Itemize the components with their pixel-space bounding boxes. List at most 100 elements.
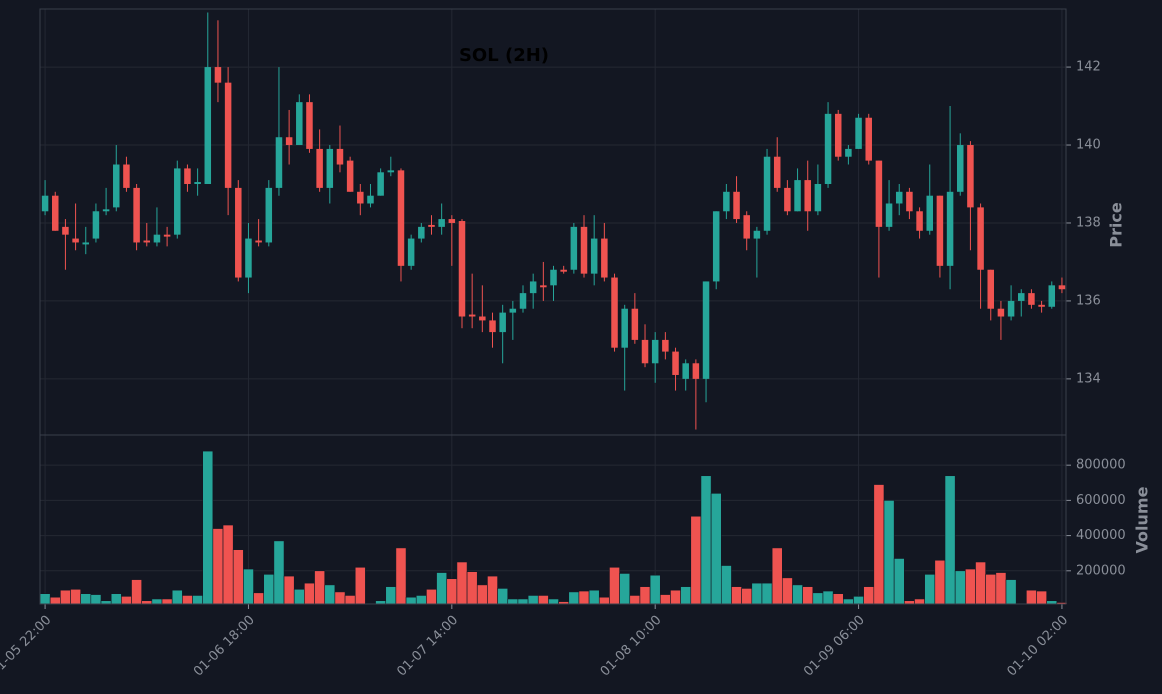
- volume-bar: [659, 594, 671, 605]
- volume-bar: [1026, 589, 1037, 605]
- y-axis-label: Price: [1107, 202, 1126, 248]
- candle-body: [1038, 304, 1045, 307]
- candle-body: [601, 238, 608, 278]
- y-tick-label: 134: [1076, 371, 1101, 386]
- volume-bar: [90, 594, 102, 605]
- volume-bar: [883, 500, 895, 605]
- candle-body: [936, 195, 944, 266]
- candle-body: [875, 160, 883, 227]
- candle-body: [1028, 293, 1035, 305]
- candle-body: [926, 195, 933, 231]
- candle-body: [123, 164, 130, 188]
- candle-body: [885, 203, 893, 227]
- volume-bar: [588, 589, 600, 605]
- candle-body: [723, 191, 730, 212]
- volume-bar: [731, 586, 742, 605]
- volume-bar: [761, 582, 773, 605]
- volume-bar: [670, 589, 681, 605]
- volume-bar: [822, 590, 834, 605]
- volume-bar: [304, 582, 315, 605]
- candle-body: [316, 148, 323, 188]
- volume-bar: [283, 575, 295, 605]
- y-tick-label: 138: [1076, 215, 1101, 230]
- candle-body: [62, 226, 69, 235]
- volume-bar: [293, 588, 305, 605]
- volume-bar: [182, 595, 193, 605]
- candle-body: [570, 226, 578, 270]
- candle-body: [824, 113, 832, 184]
- y-tick-label: 140: [1076, 138, 1101, 153]
- volume-tick-label: 800000: [1076, 458, 1126, 473]
- volume-bar: [121, 596, 132, 605]
- candle-body: [987, 269, 995, 309]
- volume-bar: [415, 595, 427, 605]
- volume-bar: [487, 575, 498, 605]
- volume-bar: [273, 540, 285, 605]
- volume-bar: [243, 568, 254, 605]
- volume-bar: [751, 582, 763, 605]
- volume-bar: [720, 565, 732, 605]
- candle-body: [397, 170, 405, 266]
- volume-bar: [965, 568, 976, 605]
- volume-bar: [598, 596, 610, 605]
- candle-body: [611, 277, 618, 348]
- volume-bar: [60, 589, 71, 605]
- volume-tick-label: 400000: [1076, 528, 1126, 543]
- candle-body: [204, 67, 212, 184]
- y-tick-label: 142: [1076, 60, 1101, 75]
- candle-body: [346, 160, 354, 192]
- volume-bar: [192, 595, 203, 605]
- volume-bar: [263, 574, 275, 605]
- volume-bar: [405, 596, 417, 605]
- volume-bar: [466, 571, 478, 605]
- candle-body: [82, 242, 90, 245]
- candle-body: [153, 234, 161, 243]
- candle-body: [916, 211, 923, 231]
- candle-body: [1007, 300, 1015, 317]
- candle-body: [590, 238, 598, 274]
- candle-body: [163, 234, 171, 237]
- candle-body: [834, 113, 842, 157]
- candle-body: [275, 137, 283, 188]
- candle-body: [133, 187, 140, 243]
- candle-body: [814, 183, 822, 212]
- volume-bar: [853, 596, 864, 605]
- candle-body: [540, 285, 547, 288]
- candle-body: [621, 308, 628, 348]
- candle-body: [458, 221, 466, 317]
- volume-bar: [253, 592, 265, 605]
- candle-body: [977, 207, 984, 270]
- volume-bar: [985, 574, 997, 605]
- candle-body: [997, 308, 1005, 317]
- volume-bar: [161, 598, 173, 605]
- volume-bar: [1036, 590, 1047, 605]
- volume-bar: [232, 549, 244, 605]
- candle-body: [733, 191, 740, 220]
- candle-body: [336, 148, 344, 165]
- volume-bar: [446, 578, 458, 605]
- candle-body: [672, 351, 679, 375]
- candle-body: [865, 117, 872, 161]
- volume-bar: [771, 547, 783, 605]
- volume-bar: [314, 570, 326, 605]
- volume-bar: [334, 591, 346, 605]
- candle-body: [214, 67, 222, 83]
- candle-body: [560, 269, 567, 272]
- volume-bar: [954, 570, 966, 605]
- candle-body: [509, 308, 517, 313]
- candle-body: [377, 172, 384, 196]
- candle-body: [235, 187, 242, 278]
- volume-bar: [710, 493, 722, 605]
- candle-body: [712, 211, 720, 282]
- volume-bar: [222, 524, 234, 605]
- candle-body: [956, 145, 964, 192]
- candle-body: [468, 314, 476, 317]
- candle-body: [285, 137, 293, 146]
- candle-body: [662, 339, 669, 352]
- candle-body: [763, 156, 771, 231]
- y-tick-label: 136: [1076, 293, 1101, 308]
- volume-bar: [792, 584, 803, 605]
- candle-body: [296, 102, 303, 146]
- volume-panel: [39, 434, 1067, 605]
- candle-body: [773, 156, 781, 188]
